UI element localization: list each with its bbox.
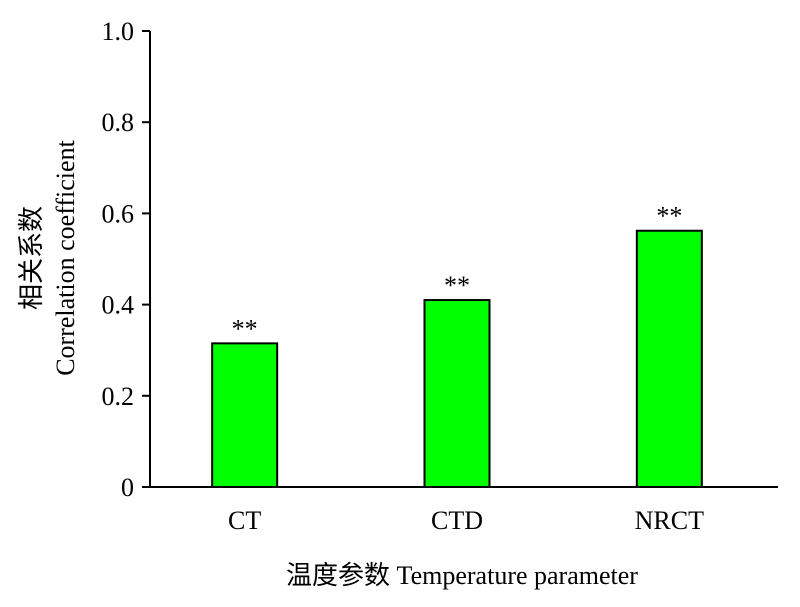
y-axis-title-english: Correlation coefficient: [51, 139, 80, 375]
bars-group: ** ** **: [211, 202, 703, 489]
y-tick-label: 1.0: [102, 17, 135, 46]
bar-ctd: [423, 299, 491, 489]
x-axis-ticks: CT CTD NRCT: [228, 506, 704, 535]
x-tick-label-nrct: NRCT: [635, 506, 704, 535]
y-tick-label: 0.8: [102, 108, 135, 137]
y-axis-title: 相关系数 Correlation coefficient: [17, 139, 80, 375]
significance-label-nrct: **: [656, 202, 682, 231]
y-tick-label: 0.4: [102, 291, 135, 320]
significance-label-ct: **: [232, 314, 258, 343]
x-tick-label-ctd: CTD: [431, 506, 483, 535]
x-axis-title: 温度参数 Temperature parameter: [286, 561, 638, 590]
y-tick-label: 0: [121, 473, 134, 502]
x-tick-label-ct: CT: [228, 506, 261, 535]
y-tick-label: 0.6: [102, 199, 135, 228]
significance-label-ctd: **: [444, 271, 470, 300]
bar-ct: [211, 342, 279, 488]
y-axis-ticks: 0 0.2 0.4 0.6 0.8 1.0: [102, 17, 150, 502]
y-tick-label: 0.2: [102, 382, 135, 411]
y-axis-title-chinese: 相关系数: [17, 206, 46, 310]
bar-nrct: [635, 229, 703, 488]
